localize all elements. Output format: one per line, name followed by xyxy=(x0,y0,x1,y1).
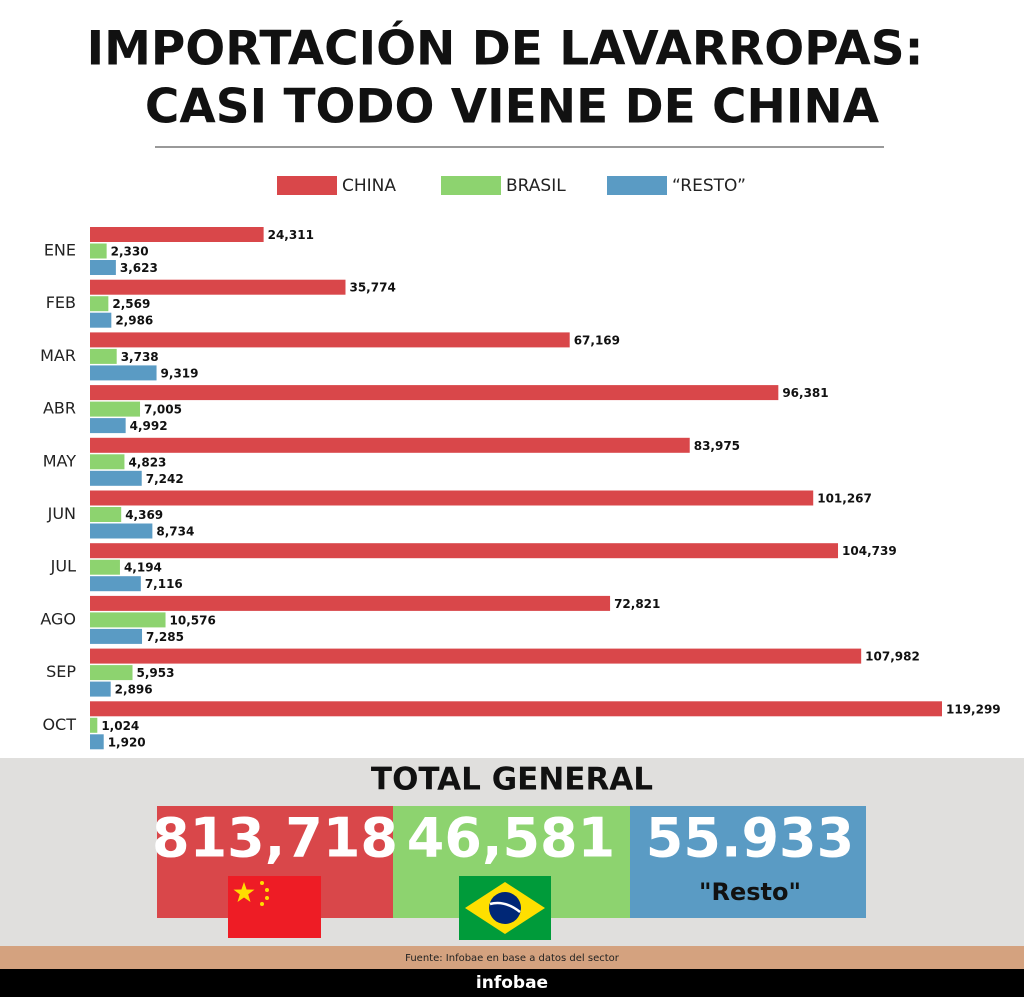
bar xyxy=(90,507,122,522)
value-label: 2,330 xyxy=(111,245,149,259)
value-label: 3,738 xyxy=(121,350,159,364)
bar xyxy=(90,681,111,697)
china-total: 813,718 xyxy=(152,807,398,870)
bar xyxy=(90,559,120,575)
bar xyxy=(90,734,104,750)
value-label: 7,005 xyxy=(144,403,182,417)
category-label: SEP xyxy=(46,662,76,681)
value-label: 2,569 xyxy=(112,297,150,311)
totals-title: TOTAL GENERAL xyxy=(371,762,653,798)
bar xyxy=(90,401,141,417)
value-label: 4,992 xyxy=(130,419,168,433)
value-label: 1,024 xyxy=(101,719,139,733)
bar xyxy=(90,470,142,486)
bar xyxy=(90,612,166,628)
category-label: OCT xyxy=(42,715,76,734)
legend-label: CHINA xyxy=(342,176,396,196)
category-label: JUN xyxy=(47,504,76,523)
legend-swatch xyxy=(441,176,501,195)
value-label: 8,734 xyxy=(156,525,194,539)
title-line: CASI TODO VIENE DE CHINA xyxy=(145,80,880,135)
bar xyxy=(90,490,814,506)
value-label: 10,576 xyxy=(170,613,216,627)
value-label: 1,920 xyxy=(108,735,146,749)
value-label: 5,953 xyxy=(137,666,175,680)
bar xyxy=(90,628,143,644)
brand: infobae xyxy=(476,973,548,993)
bar xyxy=(90,260,116,275)
bar xyxy=(90,454,125,470)
brasil-total: 46,581 xyxy=(407,807,615,870)
value-label: 107,982 xyxy=(865,650,920,664)
bar xyxy=(90,365,157,381)
value-label: 2,896 xyxy=(115,683,153,697)
value-label: 35,774 xyxy=(349,281,395,295)
bar xyxy=(90,296,109,312)
bar xyxy=(90,648,862,664)
category-label: MAY xyxy=(43,451,77,470)
brazil-flag xyxy=(459,876,551,940)
value-label: 7,116 xyxy=(145,577,183,591)
resto-total: 55.933 xyxy=(646,807,854,870)
bar-chart: CHINA BRASIL “RESTO” ENE 24,311 2,330 3,623 FEB… xyxy=(40,176,1001,750)
value-label: 24,311 xyxy=(268,228,314,242)
bar xyxy=(90,312,112,328)
bar xyxy=(90,576,141,592)
value-label: 119,299 xyxy=(946,702,1001,716)
china-flag xyxy=(228,876,321,938)
bar xyxy=(90,595,611,611)
resto-label: "Resto" xyxy=(699,878,801,906)
value-label: 9,319 xyxy=(161,366,199,380)
category-label: MAR xyxy=(40,346,76,365)
value-label: 4,194 xyxy=(124,561,162,575)
value-label: 4,823 xyxy=(128,455,166,469)
title-line: IMPORTACIÓN DE LAVARROPAS: xyxy=(87,22,924,77)
value-label: 7,285 xyxy=(146,630,184,644)
bar xyxy=(90,717,98,733)
bar xyxy=(90,437,690,453)
value-label: 72,821 xyxy=(614,597,660,611)
resto-box xyxy=(630,806,866,918)
value-label: 96,381 xyxy=(782,386,828,400)
bar xyxy=(90,348,117,364)
legend-label: “RESTO” xyxy=(672,176,746,196)
value-label: 7,242 xyxy=(146,472,184,486)
value-label: 4,369 xyxy=(125,508,163,522)
value-label: 101,267 xyxy=(817,492,872,506)
bar xyxy=(90,418,126,434)
bar xyxy=(90,227,264,242)
value-label: 3,623 xyxy=(120,261,158,275)
bar xyxy=(90,332,570,348)
bar xyxy=(90,523,153,539)
legend-label: BRASIL xyxy=(506,176,566,196)
value-label: 104,739 xyxy=(842,544,897,558)
category-label: FEB xyxy=(46,293,76,312)
brand-band xyxy=(0,969,1024,997)
category-label: ENE xyxy=(44,241,76,260)
source: Fuente: Infobae en base a datos del sect… xyxy=(405,953,620,964)
category-label: ABR xyxy=(43,399,76,418)
category-label: JUL xyxy=(50,557,76,576)
source-band xyxy=(0,946,1024,969)
value-label: 67,169 xyxy=(574,333,620,347)
value-label: 83,975 xyxy=(694,439,740,453)
bar xyxy=(90,665,133,681)
legend-swatch xyxy=(607,176,667,195)
bar xyxy=(90,701,942,717)
legend-swatch xyxy=(277,176,337,195)
bar xyxy=(90,243,107,259)
bar xyxy=(90,279,346,295)
bar xyxy=(90,543,839,559)
value-label: 2,986 xyxy=(115,314,153,328)
bar xyxy=(90,385,779,401)
category-label: AGO xyxy=(40,609,76,628)
